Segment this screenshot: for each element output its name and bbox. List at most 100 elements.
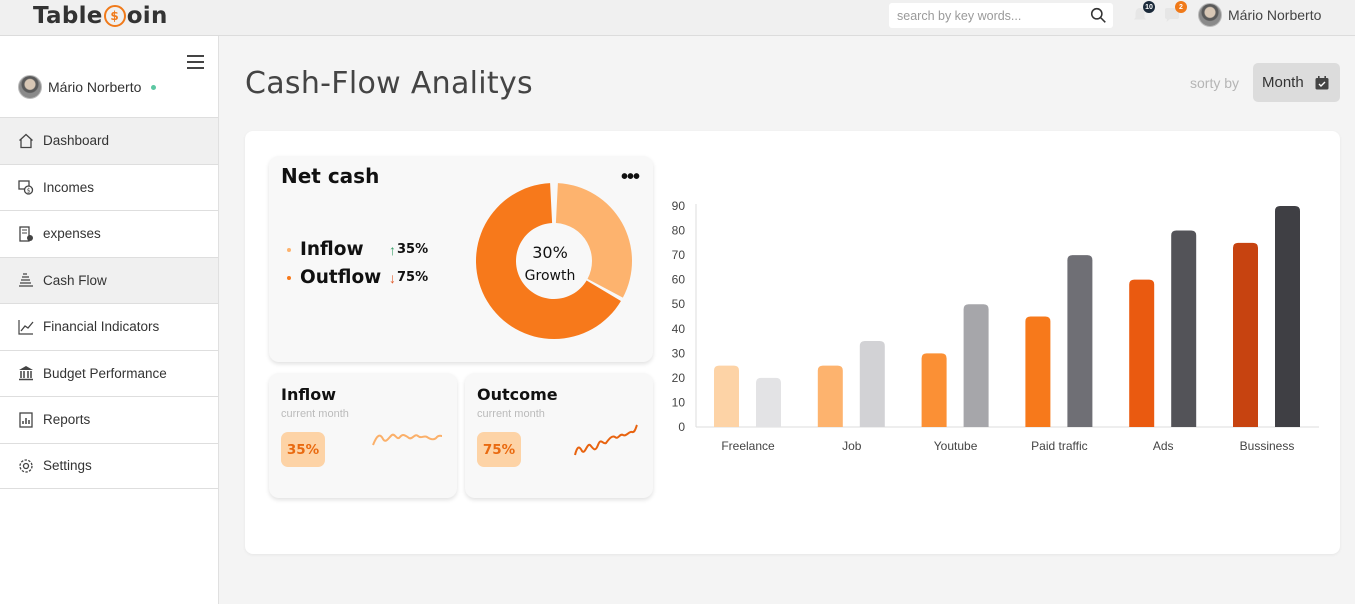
- y-tick-label: 60: [672, 273, 686, 287]
- sidebar-item-reports[interactable]: Reports: [0, 396, 218, 443]
- bar: [1171, 230, 1197, 427]
- inflow-card-subtitle: current month: [281, 408, 349, 420]
- bar: [1233, 242, 1258, 427]
- inflow-sparkline: [372, 433, 443, 446]
- sidebar-user[interactable]: Mário Norberto: [18, 75, 157, 99]
- sidebar-item-cash-flow[interactable]: Cash Flow: [0, 256, 218, 303]
- inflow-card-pct: 35%: [281, 432, 325, 467]
- sort-month-button[interactable]: Month: [1253, 63, 1340, 102]
- x-tick-label: Youtube: [934, 439, 978, 453]
- top-user-name: Mário Norberto: [1228, 7, 1322, 23]
- outflow-legend: Outflow ↓ 75%: [287, 267, 428, 288]
- net-cash-card: Net cash ••• Inflow ↑ 35% Outflow ↓ 75%: [269, 156, 653, 362]
- bar: [921, 353, 947, 427]
- x-tick-label: Bussiness: [1240, 439, 1295, 453]
- svg-text:$: $: [27, 188, 31, 195]
- x-tick-label: Freelance: [721, 439, 775, 453]
- sidebar-item-dashboard[interactable]: Dashboard: [0, 117, 218, 164]
- y-tick-label: 10: [672, 395, 686, 409]
- sidebar-item-expenses[interactable]: expenses: [0, 210, 218, 257]
- sidebar: Mário Norberto Dashboard $ Incomes expen…: [0, 36, 219, 604]
- growth-donut-chart: [476, 183, 632, 339]
- sidebar-item-budget-performance[interactable]: Budget Performance: [0, 349, 218, 397]
- sidebar-item-label: Incomes: [43, 179, 95, 195]
- avatar: [18, 75, 42, 99]
- bell-icon: [1134, 8, 1146, 20]
- cash-flow-bar-chart: 0 10 20 30 40 50 60 70 80 90 Freelance Job Youtube Pa…: [672, 199, 1319, 453]
- sidebar-item-financial-indicators[interactable]: Financial Indicators: [0, 303, 218, 350]
- sidebar-item-label: expenses: [43, 226, 101, 242]
- bar: [1025, 316, 1051, 427]
- report-icon: [19, 412, 33, 428]
- bank-icon: [19, 366, 33, 381]
- brand-name-start: Table: [33, 3, 103, 29]
- calendar-icon: [1315, 75, 1329, 89]
- arrow-up-icon: ↑: [389, 241, 396, 258]
- messages-badge: 2: [1175, 1, 1187, 13]
- outflow-label: Outflow: [300, 267, 382, 288]
- brand-logo[interactable]: Table $ oin: [33, 3, 168, 29]
- bar: [756, 377, 781, 427]
- inflow-legend: Inflow ↑ 35%: [287, 239, 428, 260]
- outcome-card-subtitle: current month: [477, 408, 545, 420]
- top-user-menu[interactable]: Mário Norberto: [1198, 3, 1321, 27]
- menu-toggle-icon[interactable]: [187, 55, 204, 69]
- y-tick-label: 70: [672, 248, 686, 262]
- bar: [963, 304, 989, 427]
- inflow-card-title: Inflow: [281, 385, 336, 404]
- sidebar-item-label: Financial Indicators: [43, 319, 160, 335]
- search-icon[interactable]: [1090, 7, 1107, 24]
- sidebar-item-label: Cash Flow: [43, 272, 107, 288]
- search-input[interactable]: [897, 8, 1087, 23]
- x-tick-label: Job: [842, 439, 862, 453]
- sort-value: Month: [1262, 74, 1304, 91]
- home-icon: [19, 133, 33, 148]
- y-tick-label: 90: [672, 199, 686, 213]
- bar: [1275, 206, 1300, 427]
- y-tick-label: 80: [672, 224, 686, 238]
- bar: [859, 341, 885, 427]
- y-tick-label: 50: [672, 297, 686, 311]
- coin-icon: $: [103, 5, 126, 27]
- y-tick-label: 0: [678, 420, 685, 434]
- outflow-pct: 75%: [397, 270, 429, 285]
- brand-name-end: oin: [126, 3, 168, 29]
- sidebar-item-incomes[interactable]: $ Incomes: [0, 163, 218, 211]
- outcome-card: Outcome current month 75%: [465, 373, 653, 498]
- chat-icon: [1165, 8, 1179, 22]
- inflow-label: Inflow: [300, 239, 364, 260]
- search-box: [889, 3, 1113, 28]
- growth-label: Growth: [524, 268, 576, 284]
- cashflow-icon: [19, 273, 33, 287]
- sidebar-item-settings[interactable]: Settings: [0, 442, 218, 489]
- donut-center: 30% Growth: [510, 243, 590, 284]
- sort-label: sorty by: [1190, 75, 1240, 91]
- y-tick-label: 30: [672, 346, 686, 360]
- outflow-bullet: [287, 275, 291, 280]
- arrow-down-icon: ↓: [389, 269, 396, 286]
- expenses-icon: [19, 226, 33, 242]
- outcome-sparkline: [574, 424, 638, 456]
- top-bar: Table $ oin 10 2 Mário Norberto: [0, 0, 1355, 36]
- inflow-bullet: [287, 247, 291, 252]
- bar: [817, 365, 843, 427]
- bar: [1129, 279, 1155, 427]
- notifications-badge: 10: [1143, 1, 1155, 13]
- online-status-dot: [151, 84, 157, 90]
- avatar: [1198, 3, 1222, 27]
- outcome-card-title: Outcome: [477, 385, 558, 404]
- outcome-card-pct: 75%: [477, 432, 521, 467]
- x-tick-label: Ads: [1153, 439, 1174, 453]
- notifications-button[interactable]: 10: [1131, 1, 1155, 24]
- net-cash-title: Net cash: [281, 164, 380, 188]
- income-icon: $: [18, 180, 34, 195]
- donut-slice-growth: [555, 183, 632, 298]
- more-options-icon[interactable]: •••: [621, 166, 640, 188]
- sidebar-item-label: Settings: [43, 458, 92, 474]
- sidebar-item-label: Budget Performance: [43, 365, 167, 381]
- sidebar-item-label: Reports: [43, 412, 91, 428]
- messages-button[interactable]: 2: [1163, 1, 1187, 24]
- page-title: Cash-Flow Analitys: [245, 66, 533, 101]
- y-tick-label: 40: [672, 322, 686, 336]
- donut-slice-rest: [476, 183, 621, 339]
